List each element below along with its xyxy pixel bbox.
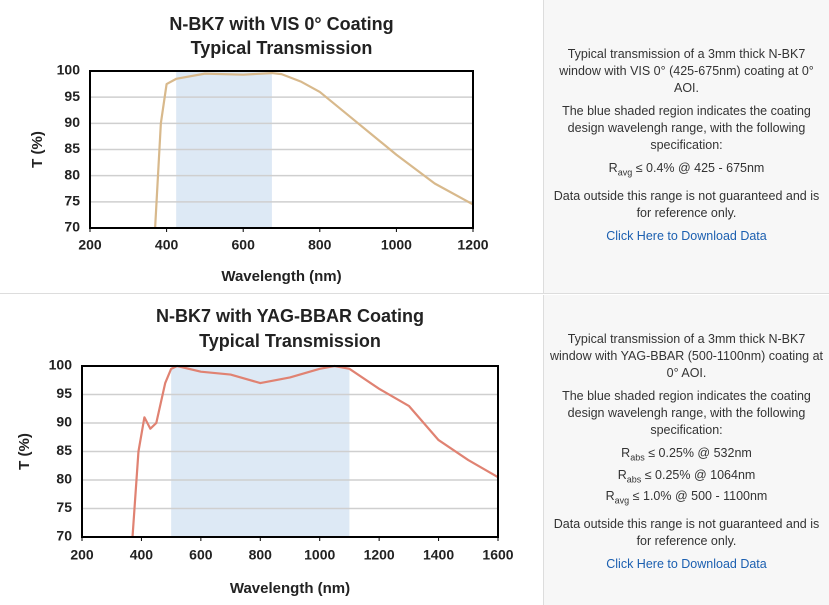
y-tick-label: 70 <box>64 219 80 235</box>
y-tick-label: 90 <box>56 414 72 430</box>
spec-symbol: R <box>617 467 627 482</box>
chart-subtitle: Typical Transmission <box>199 331 381 351</box>
x-tick-label: 1000 <box>304 547 335 563</box>
x-tick-label: 200 <box>70 547 94 563</box>
y-tick-label: 90 <box>64 114 80 130</box>
note: Data outside this range is not guarantee… <box>553 516 820 548</box>
spec-text: ≤ 0.25% @ 1064nm <box>644 467 756 482</box>
x-tick-label: 800 <box>249 547 273 563</box>
spec-text: ≤ 0.25% @ 532nm <box>648 446 752 460</box>
y-axis-label: T (%) <box>16 433 33 470</box>
chart-title: N-BK7 with YAG-BBAR Coating <box>156 306 424 326</box>
x-tick-label: 1400 <box>423 547 454 563</box>
spec-symbol: R <box>621 446 631 460</box>
plot-frame <box>89 70 474 229</box>
chart-subtitle: Typical Transmission <box>191 38 373 58</box>
y-tick-label: 95 <box>64 88 80 104</box>
spec-line: Ravg ≤ 1.0% @ 500 - 1100nm <box>548 488 825 510</box>
info-panel: Typical transmission of a 3mm thick N-BK… <box>543 0 829 293</box>
chart: N-BK7 with VIS 0° Coating Typical Transmi… <box>29 14 489 285</box>
link-row: Click Here to Download Data <box>548 556 825 573</box>
spec-subscript: avg <box>614 495 630 506</box>
x-tick-label: 1200 <box>364 547 395 563</box>
x-axis-label: Wavelength (nm) <box>221 268 341 285</box>
spec-subscript: abs <box>630 452 645 463</box>
y-tick-label: 80 <box>64 166 80 182</box>
x-tick-label: 200 <box>78 237 102 253</box>
spec-line: Ravg ≤ 0.4% @ 425 - 675nm <box>548 160 825 182</box>
x-tick-label: 1600 <box>482 547 513 563</box>
y-axis-label: T (%) <box>29 131 46 168</box>
y-tick-label: 75 <box>64 193 80 209</box>
x-tick-label: 800 <box>308 237 332 253</box>
spec-list: Rabs ≤ 0.25% @ 532nm Rabs ≤ 0.25% @ 1064n… <box>548 445 825 510</box>
y-tick-label: 85 <box>64 140 80 156</box>
y-tick-label: 85 <box>56 442 72 458</box>
data-line <box>154 71 474 229</box>
x-tick-label: 600 <box>189 547 213 563</box>
x-tick-label: 600 <box>232 237 256 253</box>
chart: N-BK7 with YAG-BBAR Coating Typical Trans… <box>16 306 514 597</box>
y-tick-label: 100 <box>49 357 73 373</box>
plot-frame <box>81 365 499 538</box>
x-tick-label: 1200 <box>457 237 488 253</box>
spec-text: ≤ 1.0% @ 500 - 1100nm <box>632 489 768 503</box>
description: The blue shaded region indicates the coa… <box>562 104 811 152</box>
data-line <box>131 364 499 538</box>
spec-symbol: R <box>605 489 615 503</box>
note: Data outside this range is not guarantee… <box>553 188 820 220</box>
link-row: Click Here to Download Data <box>548 228 825 245</box>
chart-row: N-BK7 with VIS 0° Coating Typical Transmi… <box>0 0 829 294</box>
spec-symbol: R <box>608 161 618 175</box>
description: Typical transmission of a 3mm thick N-BK… <box>559 47 814 95</box>
y-tick-label: 70 <box>56 528 72 544</box>
y-tick-label: 95 <box>56 385 72 401</box>
download-link[interactable]: Click Here to Download Data <box>606 556 767 571</box>
x-axis-label: Wavelength (nm) <box>230 580 350 597</box>
spec-subscript: abs <box>626 474 642 484</box>
spec-list: Ravg ≤ 0.4% @ 425 - 675nm <box>548 160 825 182</box>
y-tick-label: 100 <box>57 62 81 78</box>
chart-row: N-BK7 with YAG-BBAR Coating Typical Trans… <box>0 295 829 605</box>
spec-text: ≤ 0.4% @ 425 - 675nm <box>635 161 765 175</box>
spec-subscript: avg <box>617 167 633 178</box>
description: Typical transmission of a 3mm thick N-BK… <box>549 332 824 380</box>
description: The blue shaded region indicates the coa… <box>562 389 811 437</box>
chart-title: N-BK7 with VIS 0° Coating <box>169 14 393 34</box>
spec-line: Rabs ≤ 0.25% @ 1064nm <box>548 467 825 489</box>
y-tick-label: 80 <box>56 471 72 487</box>
spec-line: Rabs ≤ 0.25% @ 532nm <box>548 445 825 467</box>
download-link[interactable]: Click Here to Download Data <box>606 228 767 243</box>
info-panel: Typical transmission of a 3mm thick N-BK… <box>543 295 829 605</box>
x-tick-label: 400 <box>155 237 179 253</box>
x-tick-label: 400 <box>130 547 154 563</box>
y-tick-label: 75 <box>56 499 72 515</box>
x-tick-label: 1000 <box>381 237 412 253</box>
